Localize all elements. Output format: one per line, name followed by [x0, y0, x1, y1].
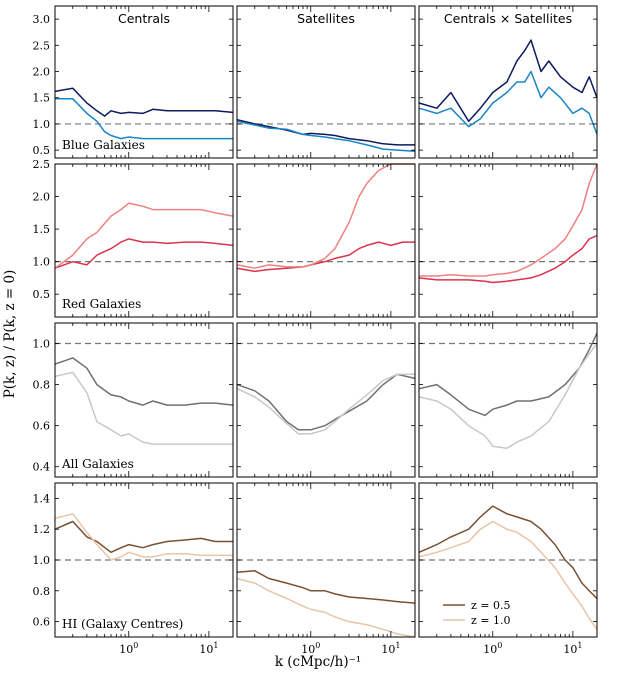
series-line-z05: [236, 118, 415, 146]
row-label: Blue Galaxies: [62, 138, 145, 152]
y-tick-label: 0.6: [33, 420, 51, 433]
panel-grid: 0.5 1.0 1.5 2.0 2.5 3.0 Centrals Blue Galaxies S…: [33, 5, 598, 656]
panel-r3-c1: 100 101: [236, 482, 416, 656]
y-tick-label: 2.0: [33, 191, 51, 204]
panel-frame: [54, 482, 234, 638]
series-line-z10: [54, 371, 233, 445]
panel-frame: [236, 482, 416, 638]
series-line-z05: [236, 373, 416, 431]
panel-r0-c1: Satellites: [236, 5, 416, 159]
panel-frame: [418, 322, 598, 478]
y-tick-label: 0.8: [33, 379, 51, 392]
panel-r2-c1: [236, 322, 416, 478]
panel-r0-c0: 0.5 1.0 1.5 2.0 2.5 3.0 Centrals Blue Galaxies: [33, 5, 234, 159]
y-tick-label: 1.4: [33, 492, 51, 505]
panel-frame: [236, 5, 416, 159]
y-tick-label: 1.0: [33, 338, 51, 351]
series-line-z10: [418, 70, 598, 135]
y-tick-label: 0.8: [33, 585, 51, 598]
series-line-z05: [54, 87, 234, 117]
x-tick-label: 101: [381, 641, 400, 656]
series-line-z10: [236, 163, 415, 269]
y-tick-label: 0.6: [33, 616, 51, 629]
column-title: Satellites: [297, 11, 355, 26]
series-line-z05: [54, 357, 234, 406]
x-axis-label: k (cMpc/h)⁻¹: [275, 654, 361, 670]
panel-r2-c0: 0.4 0.6 0.8 1.0 All Galaxies: [33, 322, 234, 478]
series-line-z05: [418, 505, 598, 600]
panel-r1-c0: 0.5 1.0 1.5 2.0 2.5 Red Galaxies: [33, 158, 234, 318]
panel-frame: [418, 5, 598, 159]
x-tick-label: 100: [119, 641, 138, 656]
y-tick-label: 0.5: [33, 288, 51, 301]
y-tick-label: 3.0: [33, 13, 51, 26]
panel-frame: [236, 322, 416, 478]
panel-r1-c1: [236, 163, 416, 318]
y-tick-label: 0.4: [33, 461, 51, 474]
panel-frame: [418, 482, 598, 638]
series-line-z05: [54, 520, 233, 554]
y-tick-label: 1.0: [33, 118, 51, 131]
y-tick-label: 1.5: [33, 92, 51, 105]
series-line-z10: [236, 577, 416, 638]
y-axis-label: P(k, z) / P(k, z = 0): [2, 270, 18, 399]
y-tick-label: 0.5: [33, 144, 51, 157]
series-line-z05: [418, 234, 598, 284]
series-line-z10: [419, 163, 598, 277]
series-line-z05: [54, 238, 234, 269]
x-tick-label: 100: [483, 641, 502, 656]
panel-r1-c2: [418, 163, 598, 318]
panel-r0-c2: Centrals × Satellites: [418, 5, 598, 159]
series-line-z10: [236, 373, 415, 435]
series-line-z10: [54, 202, 234, 269]
series-line-z05: [236, 570, 416, 604]
series-line-z10: [54, 513, 233, 561]
x-tick-label: 101: [199, 641, 218, 656]
series-line-z05: [236, 241, 415, 273]
row-label: HI (Galaxy Centres): [62, 617, 183, 631]
panel-frame: [54, 5, 234, 159]
panel-frame: [418, 163, 598, 318]
y-tick-label: 1.2: [33, 523, 51, 536]
legend-label-z05: z = 0.5: [471, 599, 511, 612]
series-line-z05: [418, 332, 598, 417]
y-tick-label: 1.0: [33, 554, 51, 567]
panel-frame: [236, 163, 416, 318]
y-tick-label: 1.0: [33, 256, 51, 269]
panel-r3-c0: 0.6 0.8 1.0 1.2 1.4 100 101 HI (Galaxy Centres): [33, 482, 234, 656]
y-tick-label: 2.0: [33, 66, 51, 79]
series-line-z10: [55, 98, 233, 140]
panel-frame: [54, 322, 234, 478]
legend: z = 0.5 z = 1.0: [443, 599, 511, 627]
series-line-z10: [236, 120, 416, 152]
y-tick-label: 2.5: [33, 158, 51, 171]
y-tick-label: 1.5: [33, 223, 51, 236]
row-label: All Galaxies: [61, 457, 134, 471]
legend-label-z10: z = 1.0: [471, 614, 511, 627]
panel-r3-c2: 100 101: [418, 482, 598, 656]
column-title: Centrals: [118, 11, 170, 26]
series-line-z10: [418, 520, 598, 630]
series-line-z05: [418, 39, 598, 123]
x-tick-label: 101: [563, 641, 582, 656]
panel-r2-c2: [418, 322, 598, 478]
column-title: Centrals × Satellites: [444, 11, 572, 26]
panel-frame: [54, 163, 234, 318]
x-tick-label: 100: [301, 641, 320, 656]
series-line-z10: [418, 343, 598, 450]
row-label: Red Galaxies: [62, 297, 141, 311]
y-tick-label: 2.5: [33, 39, 51, 52]
